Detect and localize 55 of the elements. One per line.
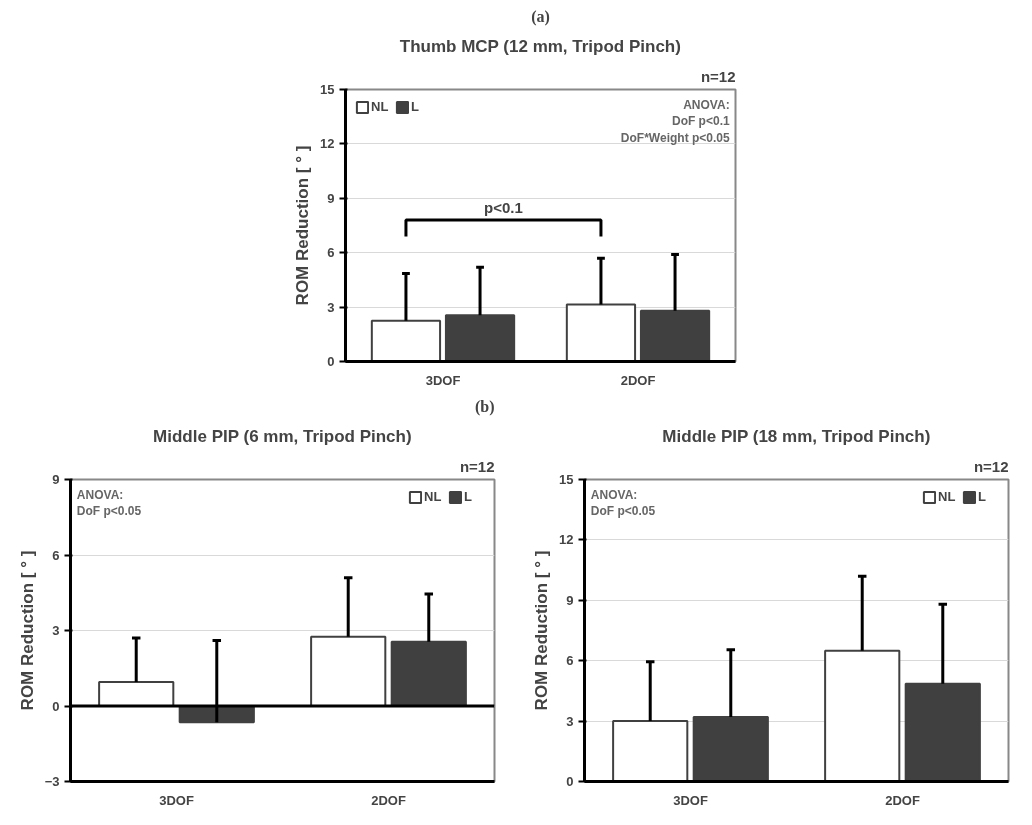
bar: [310, 635, 387, 707]
y-tick-label: 3: [566, 713, 574, 729]
x-tick-label: 3DOF: [673, 792, 708, 808]
annotation: p<0.1: [484, 199, 523, 217]
annotation: ANOVA: DoF p<0.05: [76, 487, 142, 519]
legend-label: NL: [371, 99, 390, 114]
y-tick-label: 9: [52, 472, 60, 487]
y-tick-label: 0: [327, 354, 335, 369]
y-tick-label: 15: [320, 82, 335, 97]
y-tick-label: 0: [52, 698, 60, 714]
chart-title: (b): [474, 397, 495, 416]
chart-title: (a): [531, 7, 550, 26]
y-tick-label: 6: [52, 547, 60, 563]
legend-label: NL: [424, 489, 443, 504]
legend-label: L: [978, 489, 987, 504]
legend-label: L: [411, 99, 420, 114]
bar: [390, 640, 467, 707]
x-tick-label: 3DOF: [425, 372, 461, 388]
x-tick-label: 3DOF: [159, 792, 194, 808]
bar: [824, 649, 901, 782]
text: n=12: [459, 457, 495, 475]
annotation: ANOVA: DoF p<0.05: [590, 487, 656, 519]
legend-label: L: [464, 489, 473, 504]
y-axis-title: ROM Reduction [ ° ]: [293, 145, 313, 306]
annotation: ANOVA: DoF p<0.1 DoF*Weight p<0.05: [620, 97, 730, 146]
y-tick-label: 12: [320, 136, 335, 152]
bar: [904, 682, 981, 782]
y-tick-label: −3: [44, 774, 60, 789]
chart-subtitle: Middle PIP (18 mm, Tripod Pinch): [662, 426, 931, 446]
bar: [639, 309, 711, 362]
chart-subtitle: Thumb MCP (12 mm, Tripod Pinch): [399, 36, 681, 56]
x-tick-label: 2DOF: [620, 372, 656, 388]
y-tick-label: 12: [559, 532, 574, 548]
bar: [565, 303, 637, 362]
text: n=12: [700, 67, 736, 85]
y-tick-label: 0: [566, 774, 574, 789]
y-tick-label: 9: [566, 592, 574, 608]
x-tick-label: 2DOF: [371, 792, 406, 808]
bar: [444, 314, 516, 362]
legend-label: NL: [938, 489, 957, 504]
bar: [370, 319, 442, 362]
y-tick-label: 3: [327, 299, 335, 315]
bar: [692, 716, 769, 782]
y-axis-title: ROM Reduction [ ° ]: [17, 550, 37, 711]
y-tick-label: 3: [52, 623, 60, 638]
bar: [612, 720, 689, 782]
y-tick-label: 6: [327, 245, 335, 261]
x-tick-label: 2DOF: [885, 792, 920, 808]
y-tick-label: 9: [327, 190, 335, 206]
y-tick-label: 15: [559, 472, 574, 487]
text: n=12: [973, 457, 1009, 475]
y-axis-title: ROM Reduction [ ° ]: [532, 550, 552, 711]
bar: [98, 681, 175, 707]
y-tick-label: 6: [566, 653, 574, 669]
chart-subtitle: Middle PIP (6 mm, Tripod Pinch): [153, 426, 412, 446]
